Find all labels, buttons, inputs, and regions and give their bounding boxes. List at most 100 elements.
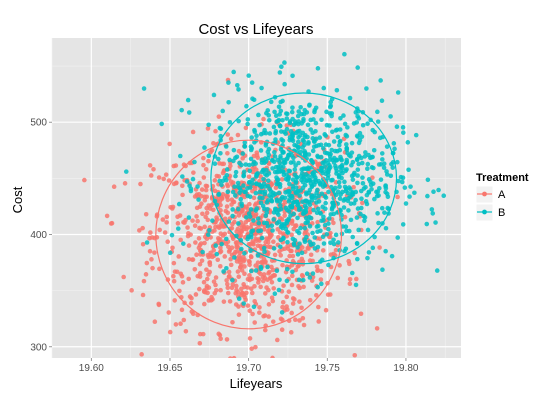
data-point (240, 156, 245, 161)
data-point (180, 174, 185, 179)
data-point (266, 314, 272, 319)
data-point (400, 222, 406, 227)
data-point (288, 330, 294, 335)
data-point (384, 172, 390, 177)
data-point (217, 236, 223, 242)
data-point (436, 187, 441, 193)
data-point (254, 133, 259, 139)
data-point (206, 272, 211, 277)
data-point (278, 108, 284, 114)
data-point (272, 109, 277, 115)
data-point (285, 230, 291, 235)
data-point (228, 256, 233, 262)
data-point (186, 243, 192, 248)
data-point (354, 276, 359, 282)
data-point (277, 123, 283, 129)
data-point (177, 288, 182, 294)
data-point (216, 114, 222, 119)
data-point (236, 253, 242, 259)
data-point (365, 166, 370, 171)
data-point (239, 246, 244, 252)
data-point (243, 162, 249, 167)
data-point (234, 233, 239, 239)
data-point (236, 221, 241, 226)
data-point (192, 266, 198, 272)
data-point (235, 82, 240, 88)
data-point (210, 254, 215, 260)
data-point (327, 157, 333, 162)
data-point (270, 355, 275, 358)
data-point (224, 167, 230, 172)
data-point (267, 131, 273, 136)
data-point (198, 226, 204, 231)
data-point (238, 237, 244, 243)
data-point (263, 213, 269, 219)
data-point (299, 250, 305, 256)
data-point (201, 155, 206, 161)
data-point (200, 211, 205, 217)
data-point (264, 220, 270, 226)
data-point (260, 167, 266, 173)
data-point (345, 190, 351, 196)
data-point (315, 219, 320, 225)
data-point (403, 201, 409, 206)
data-point (221, 161, 227, 167)
data-point (201, 162, 206, 168)
data-point (326, 221, 331, 226)
data-point (236, 304, 241, 309)
data-point (326, 142, 332, 148)
data-point (268, 276, 273, 281)
data-point (193, 292, 199, 297)
data-point (161, 176, 167, 182)
data-point (323, 200, 328, 206)
data-point (271, 124, 277, 130)
data-point (292, 297, 297, 302)
data-point (319, 117, 324, 123)
data-point (317, 135, 323, 140)
data-point (237, 265, 243, 270)
data-point (171, 273, 176, 279)
data-point (216, 192, 221, 197)
data-point (192, 159, 197, 165)
y-tick-label: 400 (30, 230, 47, 241)
data-point (310, 271, 316, 276)
data-point (224, 204, 230, 209)
data-point (258, 284, 263, 290)
data-point (326, 151, 332, 157)
data-point (313, 143, 319, 149)
data-point (206, 285, 212, 290)
data-point (231, 69, 236, 75)
data-point (301, 118, 306, 124)
data-point (400, 175, 406, 180)
data-point (213, 287, 219, 293)
data-point (247, 259, 252, 265)
data-point (248, 156, 254, 162)
data-point (269, 198, 275, 204)
data-point (151, 166, 156, 172)
confidence-ellipse-a (155, 139, 343, 330)
data-point (354, 157, 360, 163)
data-point (297, 193, 302, 198)
data-point (368, 182, 374, 188)
data-point (236, 296, 242, 302)
data-point (321, 241, 327, 246)
data-point (346, 196, 351, 201)
data-point (202, 145, 207, 150)
y-tick-label: 300 (30, 342, 47, 353)
data-point (272, 252, 278, 258)
data-point (271, 286, 277, 291)
data-point (240, 257, 246, 262)
data-point (177, 213, 183, 218)
data-point (211, 248, 216, 253)
data-point (183, 328, 189, 334)
data-point (296, 205, 302, 211)
data-point (220, 170, 226, 176)
chart-title: Cost vs Lifeyears (198, 21, 313, 38)
data-point (280, 317, 285, 323)
data-point (249, 221, 255, 227)
data-point (301, 284, 306, 290)
data-point (259, 260, 264, 266)
data-point (147, 248, 153, 254)
data-point (291, 211, 297, 217)
